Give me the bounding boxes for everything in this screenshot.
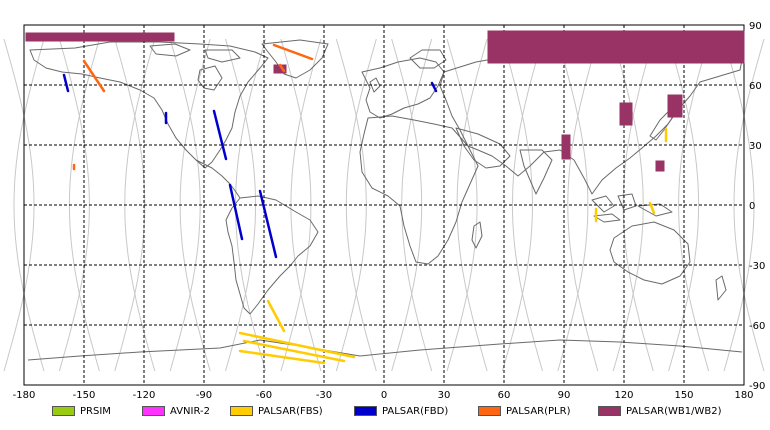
legend-item: PALSAR(FBD) <box>354 403 448 419</box>
x-tick-label: -30 <box>316 390 332 401</box>
y-tick-labels: 90 60 30 0 -30 -60 -90 <box>749 21 765 392</box>
x-tick-label: 30 <box>438 390 451 401</box>
swath-wb <box>487 30 745 64</box>
orbit-track <box>567 38 599 372</box>
y-tick-label: 0 <box>749 201 755 212</box>
coverage-strip <box>212 109 228 161</box>
x-tick-label: 150 <box>674 390 693 401</box>
orbit-track <box>678 38 710 372</box>
legend-item: AVNIR-2 <box>142 403 210 419</box>
grid <box>24 25 744 385</box>
coverage-strip <box>258 189 278 259</box>
x-tick-label: -90 <box>196 390 212 401</box>
legend-label: PALSAR(PLR) <box>506 405 571 417</box>
y-tick-label: 30 <box>749 141 762 152</box>
coverage-strip <box>242 339 346 363</box>
orbit-track <box>502 38 534 372</box>
coverage-strip <box>228 183 244 241</box>
coverage-strip <box>278 63 286 73</box>
coverage-strips <box>62 43 668 365</box>
legend-swatch <box>52 406 75 416</box>
orbit-track <box>456 38 488 372</box>
x-tick-label: -120 <box>133 390 156 401</box>
legend-label: AVNIR-2 <box>170 405 210 417</box>
orbit-track <box>511 38 543 372</box>
y-tick-label: -90 <box>749 381 765 392</box>
orbit-track <box>13 38 45 372</box>
legend-label: PALSAR(WB1/WB2) <box>626 405 722 417</box>
swath-wb <box>561 134 571 160</box>
y-tick-label: -60 <box>749 321 765 332</box>
legend-swatch <box>230 406 253 416</box>
legend-swatch <box>598 406 621 416</box>
legend-swatch <box>142 406 165 416</box>
legend-label: PALSAR(FBD) <box>382 405 449 417</box>
orbit-track <box>723 38 755 372</box>
legend-label: PALSAR(FBS) <box>258 405 323 417</box>
legend-swatch <box>354 406 377 416</box>
coverage-strip <box>272 43 314 61</box>
legend: PRSIM AVNIR-2 PALSAR(FBS) PALSAR(FBD) PALSAR… <box>52 403 752 419</box>
legend-swatch <box>478 406 501 416</box>
x-tick-label: 0 <box>381 390 387 401</box>
coverage-strip <box>430 81 438 93</box>
x-tick-label: -180 <box>13 390 36 401</box>
swath-wb <box>619 102 633 126</box>
orbit-track <box>612 38 644 372</box>
legend-item: PRSIM <box>52 403 111 419</box>
legend-label: PRSIM <box>80 405 111 417</box>
coastlines <box>27 39 743 361</box>
legend-item: PALSAR(WB1/WB2) <box>598 403 722 419</box>
coverage-swaths <box>25 30 745 172</box>
x-tick-label: 60 <box>498 390 511 401</box>
swath-wb <box>667 94 683 118</box>
coverage-strip <box>266 299 286 333</box>
y-tick-label: -30 <box>749 261 765 272</box>
coverage-strip <box>238 331 356 359</box>
coverage-strip <box>62 73 70 93</box>
swath-wb <box>25 32 175 42</box>
x-tick-label: 120 <box>614 390 633 401</box>
coverage-strip <box>238 349 326 365</box>
x-tick-label: 180 <box>734 390 753 401</box>
x-tick-labels: -180 -150 -120 -90 -60 -30 0 30 60 90 120 150 180 <box>13 390 754 401</box>
orbit-track <box>557 38 589 372</box>
orbit-track <box>622 38 654 372</box>
orbit-track <box>446 38 478 372</box>
y-tick-label: 90 <box>749 21 762 32</box>
x-tick-label: -60 <box>256 390 272 401</box>
plot-frame <box>23 24 745 386</box>
x-tick-label: -150 <box>73 390 96 401</box>
y-tick-label: 60 <box>749 81 762 92</box>
coverage-strip <box>648 201 656 215</box>
coverage-strip <box>82 59 106 93</box>
legend-item: PALSAR(FBS) <box>230 403 323 419</box>
legend-item: PALSAR(PLR) <box>478 403 570 419</box>
x-tick-label: 90 <box>558 390 571 401</box>
swath-wb <box>655 160 665 172</box>
